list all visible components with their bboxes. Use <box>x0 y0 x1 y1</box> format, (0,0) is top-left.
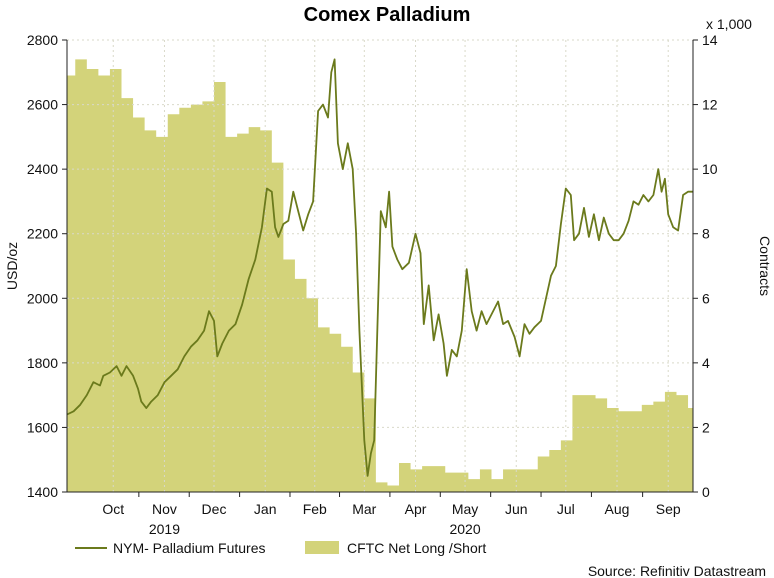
legend: NYM- Palladium Futures CFTC Net Long /Sh… <box>75 540 486 556</box>
legend-label-cftc: CFTC Net Long /Short <box>347 540 486 556</box>
right-tick-label: 4 <box>702 355 710 371</box>
left-tick-label: 2600 <box>27 97 58 113</box>
x-tick-label: Mar <box>352 501 376 517</box>
right-tick-label: 8 <box>702 226 710 242</box>
x-year-label: 2019 <box>149 521 180 537</box>
right-tick-label: 10 <box>702 161 718 177</box>
x-tick-label: Jul <box>557 501 575 517</box>
x-tick-label: Jun <box>505 501 528 517</box>
left-tick-label: 1600 <box>27 419 58 435</box>
left-tick-label: 2800 <box>27 32 58 48</box>
x-tick-label: Nov <box>152 501 177 517</box>
right-tick-label: 0 <box>702 484 710 500</box>
legend-label-futures: NYM- Palladium Futures <box>113 540 266 556</box>
futures-price-line <box>66 58 693 477</box>
legend-swatch-cftc <box>305 541 339 554</box>
left-tick-label: 2400 <box>27 161 58 177</box>
right-tick-label: 6 <box>702 290 710 306</box>
x-tick-label: Aug <box>605 501 630 517</box>
x-axis-ticks: Oct Nov Dec Jan Feb Mar Apr May Jun Jul Aug Sep 2019… <box>102 492 681 537</box>
x-tick-label: Dec <box>202 501 227 517</box>
right-axis-label: Contracts <box>757 236 773 296</box>
x-tick-label: May <box>452 501 478 517</box>
x-tick-label: Jan <box>254 501 277 517</box>
x-tick-label: Oct <box>102 501 124 517</box>
x-tick-label: Apr <box>405 501 427 517</box>
left-tick-label: 2000 <box>27 290 58 306</box>
cftc-net-area <box>67 59 693 492</box>
left-tick-label: 1400 <box>27 484 58 500</box>
chart-title: Comex Palladium <box>304 4 471 26</box>
left-tick-label: 1800 <box>27 355 58 371</box>
left-axis-label: USD/oz <box>4 242 20 290</box>
right-tick-label: 12 <box>702 97 718 113</box>
cftc-area-layer <box>67 59 693 492</box>
x-tick-label: Feb <box>303 501 327 517</box>
left-axis-ticks: 1400 1600 1800 2000 2200 2400 2600 2800 <box>27 32 67 500</box>
right-axis-multiplier: x 1,000 <box>706 16 752 32</box>
futures-line-layer <box>66 58 693 477</box>
x-tick-label: Sep <box>656 501 681 517</box>
right-axis-ticks: 0 2 4 6 8 10 12 14 <box>693 32 718 500</box>
right-tick-label: 14 <box>702 32 718 48</box>
left-tick-label: 2200 <box>27 226 58 242</box>
x-year-label: 2020 <box>449 521 480 537</box>
right-tick-label: 2 <box>702 419 710 435</box>
source-note: Source: Refinitiv Datastream <box>588 563 766 578</box>
